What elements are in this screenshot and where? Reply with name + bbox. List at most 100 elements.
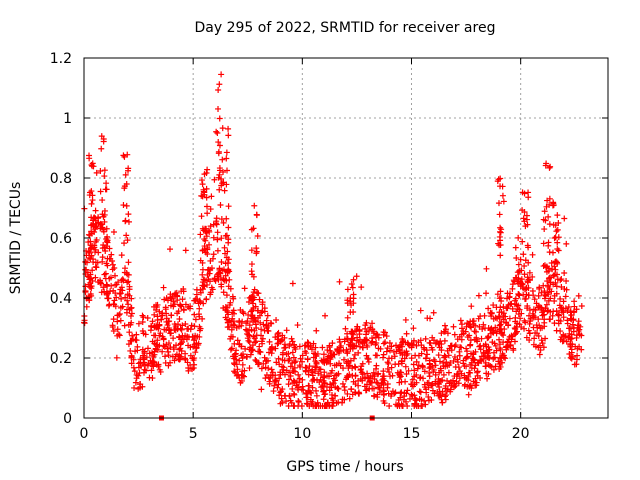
- data-point: [392, 389, 399, 396]
- data-point: [104, 295, 111, 302]
- data-point: [412, 397, 419, 404]
- data-point: [159, 348, 166, 355]
- data-point: [430, 366, 437, 373]
- data-point: [257, 319, 264, 326]
- data-point: [386, 340, 393, 347]
- data-point: [334, 347, 341, 354]
- data-point: [162, 306, 169, 313]
- data-point: [233, 361, 240, 368]
- data-point: [468, 365, 475, 372]
- data-point: [483, 290, 490, 297]
- chart-title: Day 295 of 2022, SRMTID for receiver are…: [195, 20, 496, 36]
- data-point: [348, 386, 355, 393]
- data-point: [207, 257, 214, 264]
- data-point: [551, 298, 558, 305]
- data-point: [429, 382, 436, 389]
- data-point: [471, 328, 478, 335]
- data-point: [182, 332, 189, 339]
- data-point: [380, 368, 387, 375]
- data-point: [88, 252, 95, 259]
- data-point: [532, 329, 539, 336]
- data-point: [350, 276, 357, 283]
- data-point: [519, 281, 526, 288]
- data-point: [276, 392, 283, 399]
- data-point: [295, 403, 302, 409]
- data-point: [182, 320, 189, 327]
- data-point: [121, 322, 128, 329]
- data-point: [330, 397, 337, 404]
- data-point: [224, 248, 231, 255]
- data-point: [283, 398, 290, 405]
- data-point: [201, 276, 208, 283]
- data-point: [522, 257, 529, 264]
- data-point: [101, 173, 108, 180]
- data-point: [88, 230, 95, 237]
- data-point: [223, 292, 230, 299]
- data-point: [141, 348, 148, 355]
- data-point: [476, 343, 483, 350]
- data-point: [245, 299, 252, 306]
- data-point: [422, 401, 429, 408]
- data-point: [292, 346, 299, 353]
- data-point: [559, 338, 566, 345]
- data-point: [408, 391, 415, 398]
- data-point: [219, 156, 226, 163]
- data-point: [351, 351, 358, 358]
- data-point: [211, 176, 218, 183]
- data-point: [301, 342, 308, 349]
- data-point: [356, 390, 363, 397]
- data-point: [216, 171, 223, 178]
- data-point: [326, 344, 333, 351]
- data-point: [111, 272, 118, 279]
- data-point: [421, 384, 428, 391]
- data-point: [525, 276, 532, 283]
- data-point: [356, 328, 363, 335]
- data-point: [570, 317, 577, 324]
- data-point: [81, 317, 88, 324]
- data-point: [505, 336, 512, 343]
- data-point: [246, 294, 253, 301]
- data-point: [88, 200, 95, 207]
- data-point: [450, 357, 457, 364]
- data-point: [86, 192, 93, 199]
- data-point: [274, 384, 281, 391]
- data-point: [552, 279, 559, 286]
- data-point: [567, 309, 574, 316]
- data-point: [283, 327, 290, 334]
- data-point: [436, 358, 443, 365]
- data-point: [297, 355, 304, 362]
- data-point: [192, 332, 199, 339]
- data-point: [129, 332, 136, 339]
- data-point: [554, 276, 561, 283]
- data-point: [168, 312, 175, 319]
- data-point: [130, 364, 137, 371]
- data-point: [450, 323, 457, 330]
- data-point: [463, 363, 470, 370]
- data-point: [121, 183, 128, 190]
- data-point: [545, 239, 552, 246]
- data-point: [573, 332, 580, 339]
- data-point: [539, 309, 546, 316]
- data-point: [495, 200, 502, 207]
- data-point: [388, 364, 395, 371]
- data-point: [131, 368, 138, 375]
- data-point: [404, 387, 411, 394]
- data-point: [474, 368, 481, 375]
- data-point: [464, 383, 471, 390]
- data-point: [354, 323, 361, 330]
- data-point: [157, 330, 164, 337]
- data-point: [264, 327, 271, 334]
- data-point: [290, 354, 297, 361]
- data-point: [496, 322, 503, 329]
- data-point: [492, 324, 499, 331]
- data-point: [467, 337, 474, 344]
- data-point: [454, 336, 461, 343]
- data-point: [204, 245, 211, 252]
- data-point: [192, 349, 199, 356]
- data-point: [251, 286, 258, 293]
- data-point: [305, 371, 312, 378]
- data-point: [526, 269, 533, 276]
- data-point: [165, 362, 172, 369]
- data-point: [309, 372, 316, 379]
- data-point: [220, 266, 227, 273]
